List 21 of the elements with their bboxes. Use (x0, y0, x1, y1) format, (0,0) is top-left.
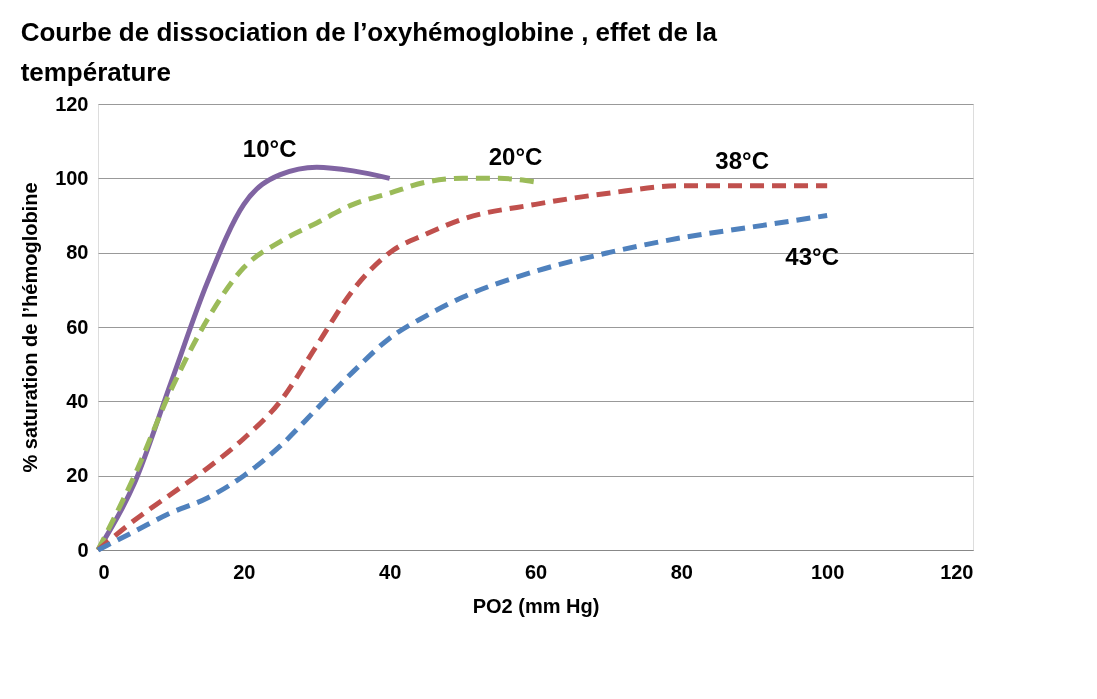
x-tick-label: 40 (379, 560, 402, 583)
y-axis-title: % saturation de l’hémoglobine (19, 182, 42, 473)
x-tick-label: 80 (670, 560, 693, 583)
series-label: 43°C (785, 242, 839, 270)
y-tick-label: 100 (55, 166, 89, 189)
y-tick-label: 60 (66, 315, 89, 338)
x-tick-label: 0 (98, 560, 110, 583)
series-label: 38°C (715, 146, 769, 174)
x-tick-label: 20 (233, 560, 256, 583)
x-tick-label: 100 (810, 560, 845, 583)
x-tick-label: 120 (940, 560, 974, 583)
y-tick-label: 80 (66, 241, 89, 264)
y-tick-label: 40 (66, 389, 89, 412)
series-label: 10°C (242, 135, 297, 163)
chart-title: Courbe de dissociation de l’oxyhémoglobine , effet de la température (20, 17, 718, 87)
y-tick-label: 20 (66, 464, 89, 487)
series-label: 20°C (488, 143, 543, 171)
y-tick-label: 0 (77, 538, 89, 561)
y-tick-label: 120 (55, 92, 89, 115)
x-tick-label: 60 (524, 560, 548, 583)
x-axis-title: PO2 (mm Hg) (472, 594, 600, 617)
